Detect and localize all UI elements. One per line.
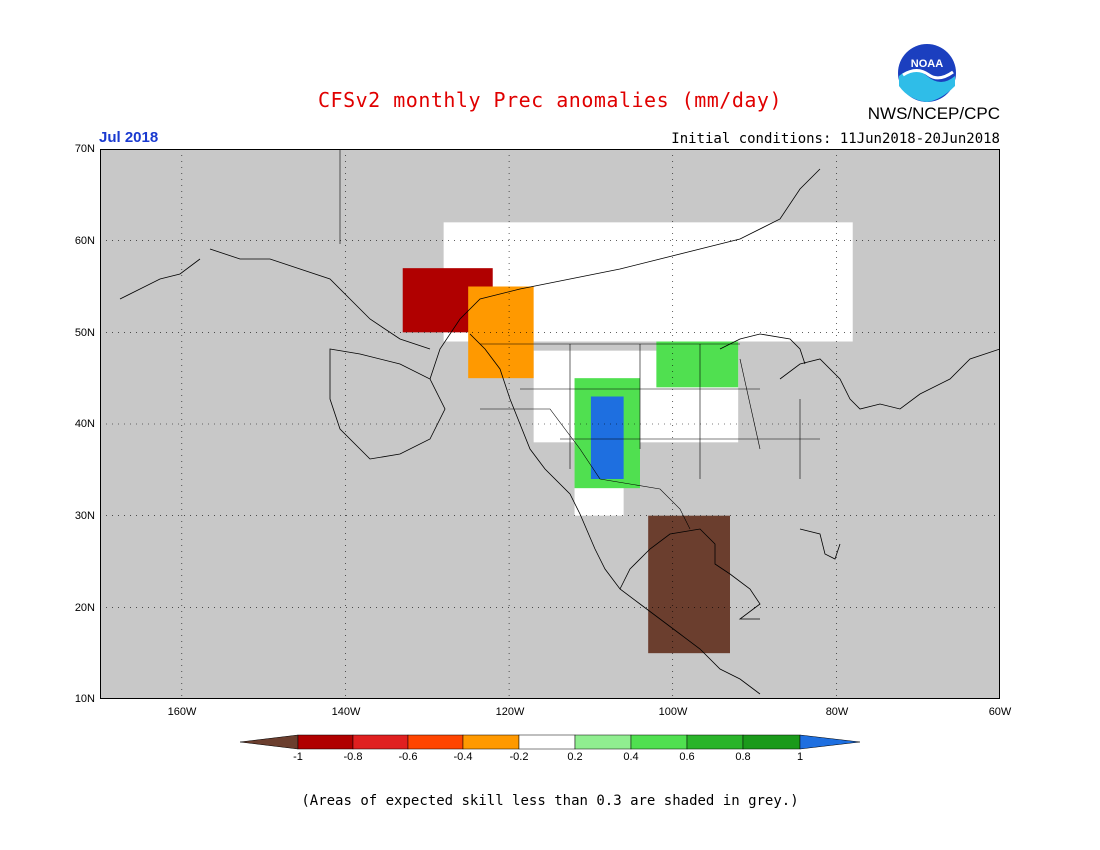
colorbar-segment-highest	[799, 734, 861, 750]
initial-conditions: Initial conditions: 11Jun2018-20Jun2018	[671, 131, 1000, 147]
colorbar-tick-0: -1	[293, 751, 303, 763]
lon-label-140w: 140W	[331, 706, 361, 718]
lat-label-40n: 40N	[74, 418, 95, 430]
colorbar-segment-3	[407, 734, 464, 750]
colorbar-segment-9	[742, 734, 801, 750]
lon-label-120w: 120W	[495, 706, 525, 718]
lon-label-160w: 160W	[167, 706, 197, 718]
lat-label-50n: 50N	[74, 327, 95, 339]
colorbar-tick-3: -0.4	[453, 751, 473, 763]
noaa-logo-text: NOAA	[911, 58, 943, 70]
organization-label: NWS/NCEP/CPC	[867, 104, 1000, 123]
colorbar-segment-8	[686, 734, 744, 750]
colorbar-tick-4: -0.2	[509, 751, 529, 763]
anomaly-region-blue	[590, 396, 624, 479]
lon-label-60w: 60W	[988, 706, 1012, 718]
colorbar	[239, 733, 862, 757]
lat-label-60n: 60N	[74, 235, 95, 247]
noaa-logo: NOAA	[893, 42, 961, 108]
anomaly-region-brown	[648, 515, 730, 654]
skill-footnote: (Areas of expected skill less than 0.3 a…	[301, 793, 799, 809]
lat-label-70n: 70N	[74, 143, 95, 155]
anomaly-cells	[402, 222, 853, 654]
colorbar-tick-7: 0.6	[679, 751, 695, 763]
colorbar-tick-1: -0.8	[343, 751, 363, 763]
graticule	[100, 149, 1000, 699]
colorbar-tick-2: -0.6	[398, 751, 418, 763]
colorbar-segment-lowest	[239, 734, 299, 750]
anomaly-region-orange	[468, 286, 534, 379]
colorbar-segment-4	[462, 734, 520, 750]
lon-label-80w: 80W	[825, 706, 849, 718]
lat-label-20n: 20N	[74, 602, 95, 614]
coastlines	[119, 168, 1001, 695]
colorbar-tick-5: 0.2	[567, 751, 583, 763]
colorbar-tick-6: 0.4	[623, 751, 639, 763]
anomaly-region-green	[656, 341, 739, 388]
colorbar-segment-5	[518, 734, 576, 750]
colorbar-segment-2	[352, 734, 409, 750]
colorbar-tick-9: 1	[796, 751, 804, 763]
political-borders	[339, 149, 820, 530]
colorbar-tick-8: 0.8	[735, 751, 751, 763]
map-title: CFSv2 monthly Prec anomalies (mm/day)	[317, 88, 783, 112]
valid-month: Jul 2018	[99, 129, 159, 146]
colorbar-segment-7	[630, 734, 688, 750]
colorbar-segment-6	[574, 734, 632, 750]
lat-label-30n: 30N	[74, 510, 95, 522]
lon-label-100w: 100W	[658, 706, 688, 718]
anomaly-map	[99, 148, 1001, 703]
colorbar-segment-1	[297, 734, 354, 750]
lat-label-10n: 10N	[74, 693, 95, 705]
